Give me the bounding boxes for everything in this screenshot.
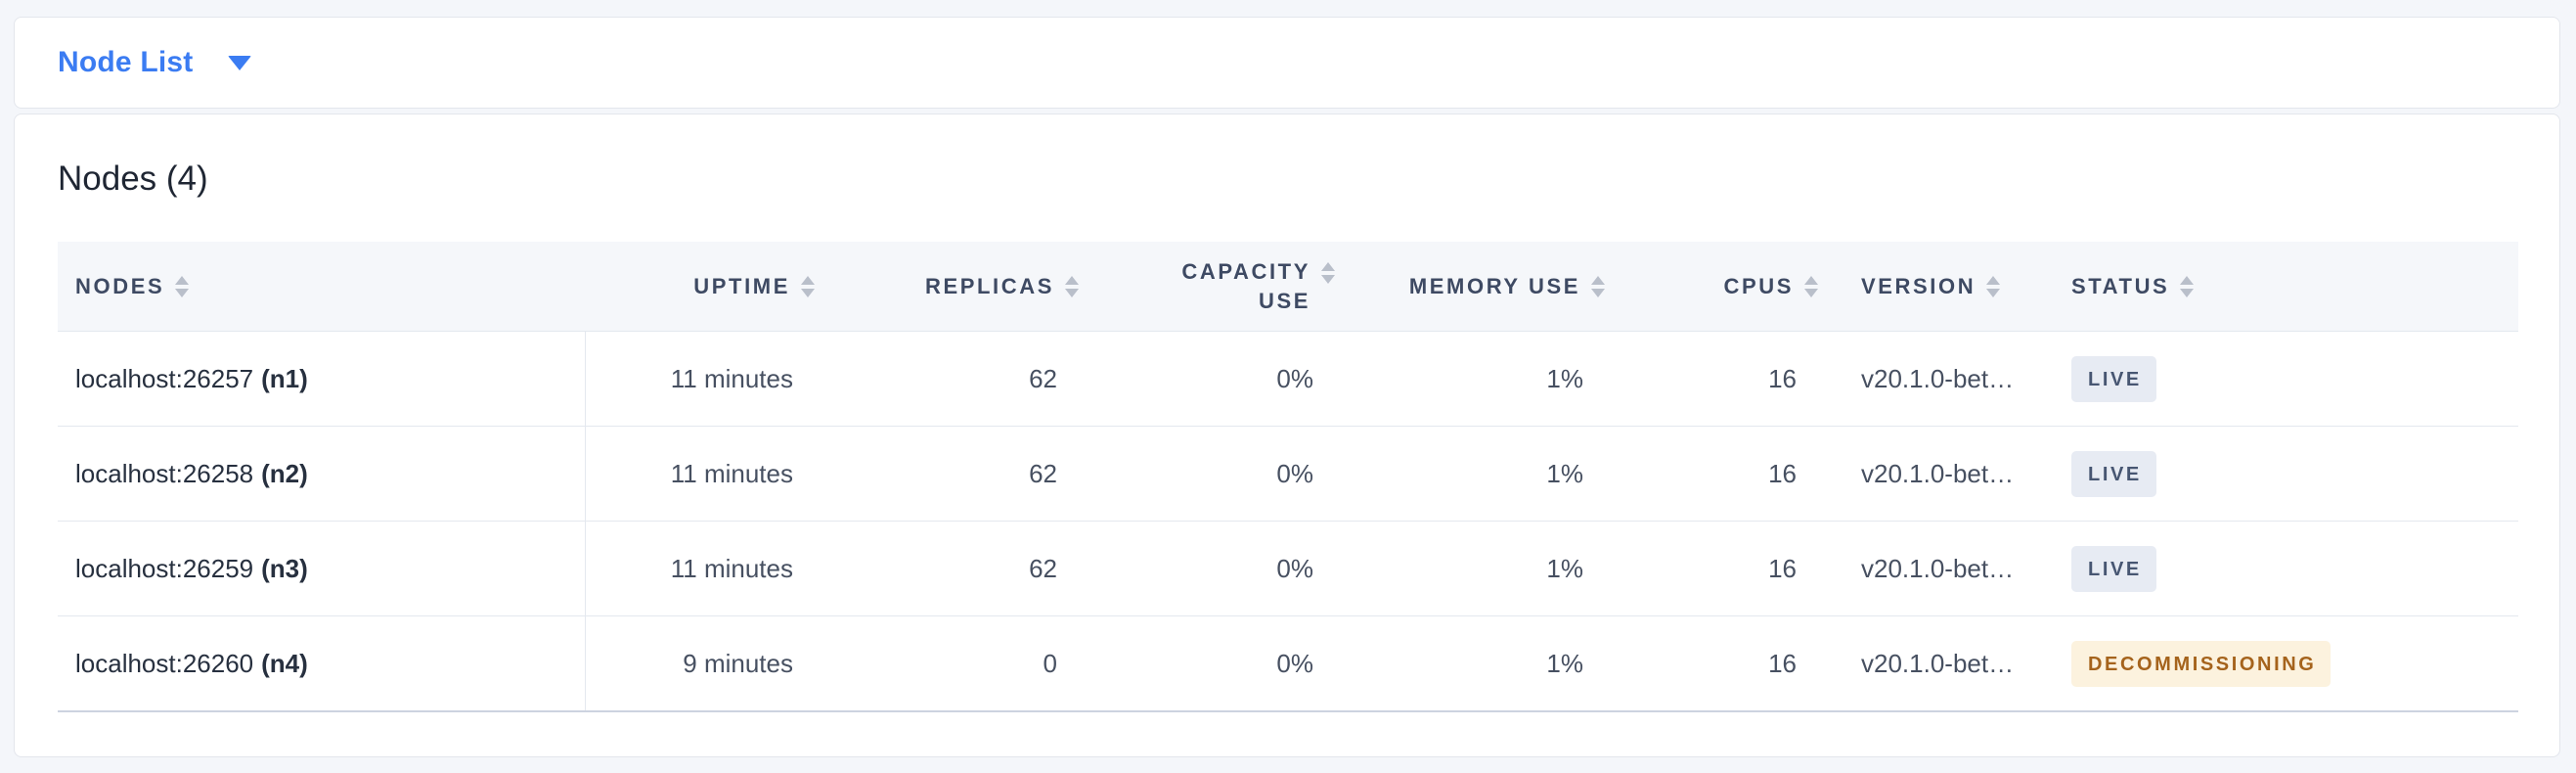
cell-version: v20.1.0-bet…	[1861, 363, 2015, 393]
cell-nodes: localhost:26258 (n2)	[58, 427, 586, 521]
cell-status: LIVE	[2057, 427, 2518, 521]
sort-down-icon	[1804, 288, 1818, 297]
cell-uptime: 11 minutes	[670, 363, 793, 393]
node-address: localhost:26259	[75, 553, 254, 583]
cell-replicas: 0	[1043, 648, 1057, 678]
cell-replicas: 62	[1029, 458, 1057, 488]
cell-nodes: localhost:26259 (n3)	[58, 522, 586, 615]
table-row[interactable]: localhost:26260 (n4) 9 minutes 0 0% 1% 1…	[58, 615, 2518, 710]
view-selector-bar: Node List	[14, 17, 2560, 109]
status-badge: LIVE	[2071, 355, 2156, 402]
caret-down-icon	[228, 55, 252, 70]
sort-arrows-icon	[175, 275, 190, 297]
cell-status: LIVE	[2057, 332, 2518, 426]
sort-up-icon	[801, 275, 815, 285]
sort-up-icon	[175, 275, 190, 285]
node-id: (n1)	[261, 363, 308, 393]
column-header-nodes[interactable]: NODES	[58, 242, 586, 331]
page-title: Nodes (4)	[58, 159, 208, 198]
cell-memory-use: 1%	[1546, 648, 1583, 678]
sort-down-icon	[2180, 288, 2195, 297]
sort-down-icon	[1321, 274, 1335, 284]
column-header-label: CAPACITY USE	[1181, 258, 1310, 313]
nodes-table: NODES UPTIME REPLICAS CAPACITY USE MEMOR…	[58, 242, 2518, 712]
cell-memory-use: 1%	[1546, 553, 1583, 583]
cell-nodes: localhost:26260 (n4)	[58, 616, 586, 710]
column-header-label: UPTIME	[693, 273, 790, 298]
column-header-cpus[interactable]: CPUS	[1632, 242, 1845, 331]
cell-uptime: 9 minutes	[683, 648, 793, 678]
node-id: (n3)	[261, 553, 308, 583]
status-badge: LIVE	[2071, 450, 2156, 497]
sort-up-icon	[2180, 275, 2195, 285]
table-header-row: NODES UPTIME REPLICAS CAPACITY USE MEMOR…	[58, 242, 2518, 331]
cell-replicas: 62	[1029, 553, 1057, 583]
status-badge: LIVE	[2071, 545, 2156, 592]
column-header-label: MEMORY USE	[1408, 273, 1580, 298]
sort-arrows-icon	[1986, 275, 2001, 297]
cell-uptime: 11 minutes	[670, 458, 793, 488]
cell-capacity-use: 0%	[1276, 458, 1313, 488]
sort-arrows-icon	[1321, 261, 1335, 284]
status-badge: DECOMMISSIONING	[2071, 640, 2332, 687]
cell-version: v20.1.0-bet…	[1861, 648, 2015, 678]
column-header-replicas[interactable]: REPLICAS	[842, 242, 1106, 331]
column-header-capacity-use[interactable]: CAPACITY USE	[1106, 242, 1362, 331]
cell-version: v20.1.0-bet…	[1861, 553, 2015, 583]
column-header-label: NODES	[75, 273, 165, 298]
column-header-status[interactable]: STATUS	[2057, 242, 2518, 331]
node-address: localhost:26260	[75, 648, 254, 678]
sort-down-icon	[801, 288, 815, 297]
cell-cpus: 16	[1768, 363, 1797, 393]
cell-replicas: 62	[1029, 363, 1057, 393]
sort-arrows-icon	[1804, 275, 1818, 297]
sort-down-icon	[1065, 288, 1079, 297]
sort-up-icon	[1065, 275, 1079, 285]
cell-capacity-use: 0%	[1276, 553, 1313, 583]
cell-version: v20.1.0-bet…	[1861, 458, 2015, 488]
cell-status: LIVE	[2057, 522, 2518, 615]
column-header-label: STATUS	[2071, 273, 2170, 298]
cell-nodes: localhost:26257 (n1)	[58, 332, 586, 426]
column-header-label: CPUS	[1723, 273, 1794, 298]
sort-arrows-icon	[1591, 275, 1605, 297]
column-header-label: REPLICAS	[924, 273, 1054, 298]
nodes-card: Nodes (4) NODES UPTIME REPLICAS CAPACITY…	[14, 114, 2560, 757]
sort-arrows-icon	[801, 275, 815, 297]
table-row[interactable]: localhost:26259 (n3) 11 minutes 62 0% 1%…	[58, 521, 2518, 615]
node-list-dropdown[interactable]: Node List	[58, 46, 252, 79]
node-address: localhost:26257	[75, 363, 254, 393]
sort-down-icon	[175, 288, 190, 297]
column-header-label: VERSION	[1861, 273, 1976, 298]
cell-cpus: 16	[1768, 648, 1797, 678]
cell-cpus: 16	[1768, 553, 1797, 583]
sort-down-icon	[1986, 288, 2001, 297]
node-address: localhost:26258	[75, 458, 254, 488]
cell-cpus: 16	[1768, 458, 1797, 488]
cell-capacity-use: 0%	[1276, 363, 1313, 393]
column-header-memory-use[interactable]: MEMORY USE	[1362, 242, 1632, 331]
cell-memory-use: 1%	[1546, 363, 1583, 393]
sort-arrows-icon	[2180, 275, 2195, 297]
column-header-uptime[interactable]: UPTIME	[586, 242, 842, 331]
table-row[interactable]: localhost:26257 (n1) 11 minutes 62 0% 1%…	[58, 331, 2518, 426]
sort-down-icon	[1591, 288, 1605, 297]
node-id: (n2)	[261, 458, 308, 488]
sort-up-icon	[1321, 261, 1335, 271]
cell-status: DECOMMISSIONING	[2057, 616, 2518, 710]
node-id: (n4)	[261, 648, 308, 678]
table-row[interactable]: localhost:26258 (n2) 11 minutes 62 0% 1%…	[58, 426, 2518, 521]
sort-up-icon	[1591, 275, 1605, 285]
cell-capacity-use: 0%	[1276, 648, 1313, 678]
column-header-version[interactable]: VERSION	[1845, 242, 2057, 331]
sort-up-icon	[1804, 275, 1818, 285]
cell-memory-use: 1%	[1546, 458, 1583, 488]
cell-uptime: 11 minutes	[670, 553, 793, 583]
sort-up-icon	[1986, 275, 2001, 285]
sort-arrows-icon	[1065, 275, 1079, 297]
node-list-dropdown-label: Node List	[58, 46, 194, 78]
